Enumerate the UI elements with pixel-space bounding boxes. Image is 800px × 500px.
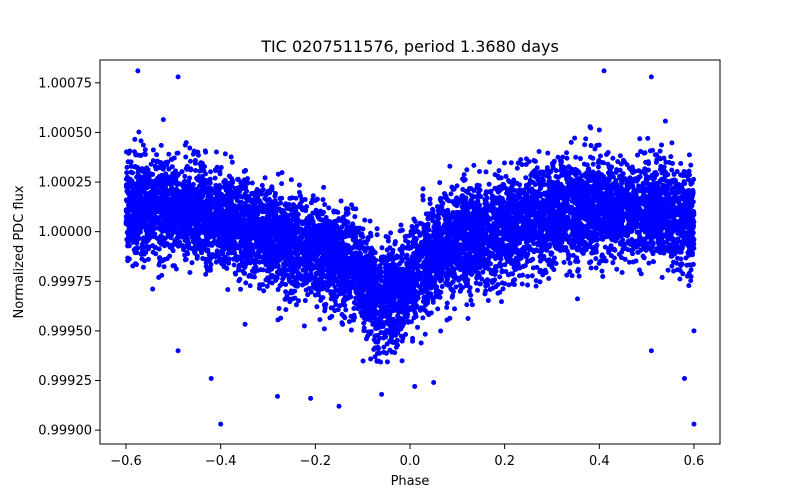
x-tick-label: −0.4: [205, 454, 237, 469]
chart-title: TIC 0207511576, period 1.3680 days: [260, 37, 559, 56]
y-tick-label: 0.99975: [38, 275, 92, 290]
y-tick-label: 1.00075: [38, 76, 92, 91]
y-axis-label: Normalized PDC flux: [12, 185, 27, 318]
x-axis-label: Phase: [391, 474, 430, 489]
y-tick-label: 1.00000: [38, 225, 92, 240]
x-tick-label: 0.4: [589, 454, 610, 469]
x-tick-label: −0.6: [110, 454, 142, 469]
y-tick-label: 1.00025: [38, 176, 92, 191]
x-tick-label: 0.2: [494, 454, 515, 469]
data-points: [123, 68, 697, 427]
x-tick-label: −0.2: [300, 454, 332, 469]
x-tick-label: 0.6: [684, 454, 705, 469]
x-tick-label: 0.0: [400, 454, 421, 469]
y-tick-label: 0.99925: [38, 374, 92, 389]
y-axis-ticks: 0.99900 0.99925 0.99950 0.99975 1.00000 1.000…: [38, 76, 100, 439]
y-tick-label: 1.00050: [38, 126, 92, 141]
y-tick-label: 0.99900: [38, 424, 92, 439]
y-tick-label: 0.99950: [38, 324, 92, 339]
x-axis-ticks: −0.6 −0.4 −0.2 0.0 0.2 0.4 0.6: [110, 444, 704, 469]
scatter-point-cloud: [123, 68, 697, 427]
